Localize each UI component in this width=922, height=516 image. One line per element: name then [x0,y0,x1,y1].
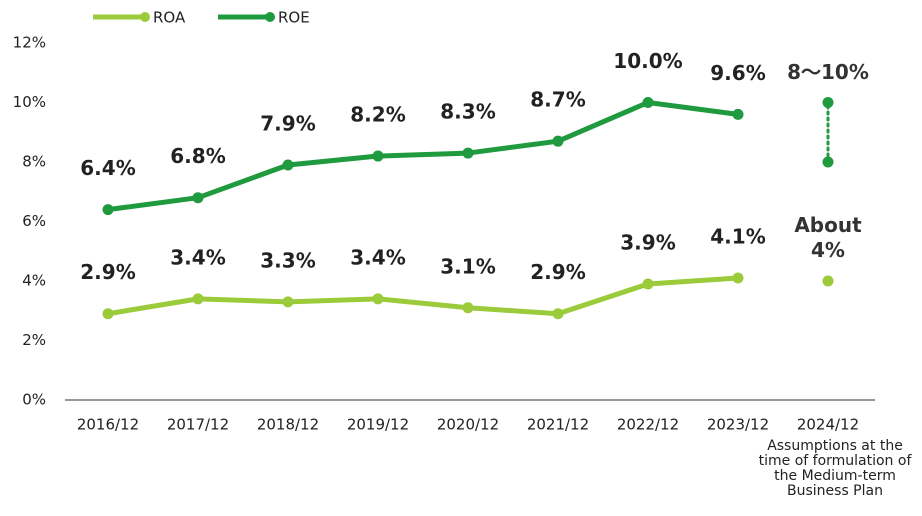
value-label: 2.9% [80,260,135,284]
value-label: 8.3% [440,100,495,124]
x-tick-label: 2022/12 [617,416,679,434]
data-point [642,97,654,108]
data-point [192,293,204,305]
value-label: 3.9% [620,230,675,254]
value-label: 8.2% [350,103,405,127]
x-tick-label: 2016/12 [77,416,139,434]
data-point [372,293,384,305]
value-label: 4.1% [710,225,765,249]
value-label: 7.9% [260,111,315,135]
x-tick-label: 2020/12 [437,416,499,434]
value-label: 6.4% [80,156,135,180]
data-point [552,135,564,147]
x-tick-label: 2021/12 [527,416,589,434]
y-tick-label: 12% [13,34,46,52]
legend-label: ROE [278,9,310,27]
y-tick-label: 0% [22,391,46,409]
x-tick-label: 2019/12 [347,416,409,434]
data-point [552,308,564,320]
target-point [822,97,834,108]
x-tick-label: 2024/12 [797,416,859,434]
series-line [107,100,739,213]
x-tick-label: 2018/12 [257,416,319,434]
data-point [462,147,474,159]
legend-dot [265,12,275,22]
value-label: 8.7% [530,88,585,112]
value-label: 6.8% [170,144,225,168]
data-point [192,192,204,204]
x-tick-label: 2017/12 [167,416,229,434]
series-line [107,275,739,317]
data-point [102,308,114,320]
target-label: About 4% [794,213,862,262]
value-label: 2.9% [530,260,585,284]
legend-dot [140,12,150,22]
legend-label: ROA [153,9,186,27]
target-point [822,156,834,168]
value-label: 3.4% [170,245,225,269]
data-point [732,272,744,284]
data-point [102,204,114,216]
value-label: 10.0% [613,49,682,73]
value-label: 9.6% [710,61,765,85]
data-point [372,150,384,162]
y-tick-label: 2% [22,331,46,349]
target-point [822,275,834,287]
value-label: 3.1% [440,254,495,278]
value-label: 3.4% [350,245,405,269]
y-tick-label: 4% [22,272,46,290]
category-note: Assumptions at the time of formulation o… [758,438,912,499]
data-point [282,159,294,171]
y-tick-label: 8% [22,153,46,171]
data-point [282,296,294,308]
x-tick-label: 2023/12 [707,416,769,434]
data-point [732,108,744,120]
y-tick-label: 10% [13,93,46,111]
y-tick-label: 6% [22,212,46,230]
data-point [642,278,654,290]
target-label: 8〜10% [787,59,869,84]
value-label: 3.3% [260,248,315,272]
data-point [462,302,474,314]
